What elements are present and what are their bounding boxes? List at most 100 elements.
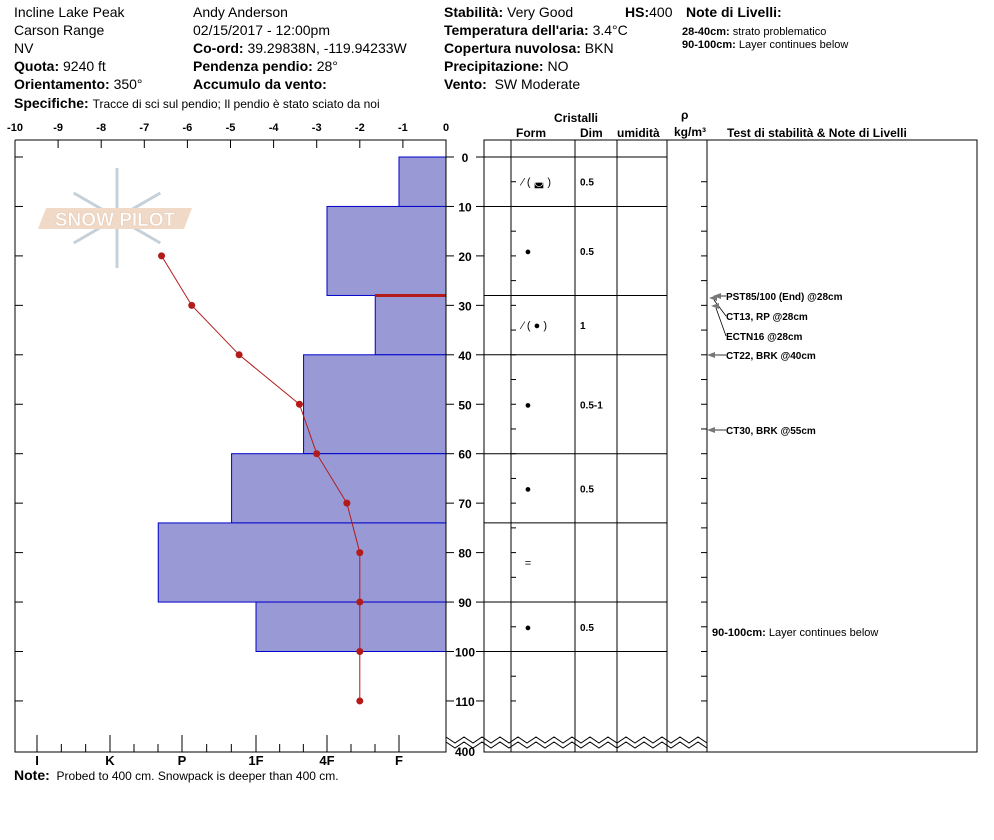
hardness-bar — [398, 156, 447, 207]
datetime: 02/15/2017 - 12:00pm — [193, 22, 330, 38]
stability-test: CT30, BRK @55cm — [726, 426, 816, 437]
airtemp-value: 3.4°C — [592, 22, 628, 38]
crystal-size: 0.5 — [580, 178, 594, 189]
coord-label: Co-ord: — [193, 40, 244, 56]
temp-tick-label: -10 — [7, 122, 23, 134]
arrow-icon — [709, 295, 717, 301]
temperature-point — [356, 697, 364, 705]
footer-note-text: Probed to 400 cm. Snowpack is deeper tha… — [56, 769, 339, 783]
precip-value: NO — [547, 58, 569, 74]
hardness-tick-label: I — [35, 753, 39, 768]
melt-freeze-crust-icon: = — [525, 557, 531, 569]
rounds-icon: ● — [525, 399, 532, 411]
temperature-line — [161, 255, 361, 701]
depth-bottom-label: 400 — [455, 745, 475, 759]
footer-note: Note: Probed to 400 cm. Snowpack is deep… — [14, 767, 339, 785]
coord: Co-ord: 39.29838N, -119.94233W — [193, 40, 407, 57]
temperature-point — [188, 301, 196, 309]
test-arrow-line — [715, 307, 727, 337]
windload-label: Accumulo da vento: — [193, 76, 327, 92]
depth-break-zigzag — [445, 741, 708, 749]
depth-tick-label: 80 — [458, 547, 472, 561]
temp-tick-label: -6 — [183, 122, 193, 134]
depth-tick-label: 20 — [458, 250, 472, 264]
depth-tick-label: 110 — [455, 695, 475, 709]
wind-label: Vento: — [444, 76, 487, 92]
temperature-point — [235, 351, 243, 359]
elevation-value: 9240 ft — [63, 58, 106, 74]
arrow-icon — [707, 427, 715, 433]
precip-label: Precipitazione: — [444, 58, 544, 74]
temperature-point — [356, 549, 364, 557]
hardness-bar — [326, 205, 447, 296]
temperature-point — [343, 499, 351, 507]
temp-tick-label: -2 — [355, 122, 365, 134]
table-note-range: 90-100cm: — [712, 627, 766, 639]
test-arrow-line — [713, 299, 727, 317]
layer-note: 28-40cm: strato problematico — [682, 24, 826, 41]
stability-test: CT22, BRK @40cm — [726, 351, 816, 362]
aspect-label: Orientamento: — [14, 76, 110, 92]
airtemp-label: Temperatura dell'aria: — [444, 22, 589, 38]
temp-tick-label: 0 — [443, 122, 449, 134]
stability-test: ECTN16 @28cm — [726, 332, 803, 343]
rounds-icon: ● — [525, 622, 532, 634]
crystal-size: 0.5-1 — [580, 400, 603, 411]
crystal-size: 0.5 — [580, 247, 594, 258]
layer-notes-label: Note di Livelli: — [686, 4, 782, 20]
depth-tick-label: 50 — [458, 398, 472, 412]
rho-header: ρ — [681, 108, 689, 122]
density-header: kg/m³ — [674, 125, 707, 139]
layer-note-text: Layer continues below — [738, 39, 849, 51]
footer-note-label: Note: — [14, 767, 50, 783]
specifics-value: Tracce di sci sul pendio; Il pendio è st… — [92, 97, 380, 111]
precip: Precipitazione: NO — [444, 58, 568, 75]
hs-label: HS: — [625, 4, 650, 20]
sky-label: Copertura nuvolosa: — [444, 40, 581, 56]
slope-label: Pendenza pendio: — [193, 58, 313, 74]
hardness-bar — [231, 453, 447, 524]
table-note-text: Layer continues below — [766, 627, 879, 639]
crystal-size: 1 — [580, 321, 586, 332]
slope: Pendenza pendio: 28° — [193, 58, 338, 75]
layer-note-text: strato problematico — [732, 26, 827, 38]
aspect: Orientamento: 350° — [14, 76, 143, 93]
observer: Andy Anderson — [193, 4, 288, 20]
depth-tick-label: 100 — [455, 646, 475, 660]
rounds-icon: ● — [525, 483, 532, 495]
stability-value: Very Good — [507, 4, 574, 20]
location: Incline Lake Peak — [14, 4, 125, 20]
form-header: Form — [516, 126, 546, 140]
layer-note-range: 90-100cm: — [682, 39, 736, 51]
coord-value: 39.29838N, -119.94233W — [247, 40, 407, 56]
hs: HS:400 — [625, 4, 672, 21]
aspect-value: 350° — [113, 76, 143, 92]
temp-tick-label: -9 — [53, 122, 63, 134]
depth-break-zigzag — [445, 736, 708, 744]
temp-tick-label: -3 — [312, 122, 322, 134]
rounds-icon: ● — [525, 246, 532, 258]
elevation: Quota: 9240 ft — [14, 58, 106, 75]
crystal-size: 0.5 — [580, 484, 594, 495]
temperature-point — [356, 648, 364, 655]
left-chart-frame — [14, 139, 447, 753]
logo-banner — [38, 208, 192, 229]
hardness-tick-label: P — [178, 753, 187, 768]
airtemp: Temperatura dell'aria: 3.4°C — [444, 22, 628, 39]
moisture-header: umidità — [617, 126, 660, 140]
stability: Stabilità: Very Good — [444, 4, 573, 21]
depth-tick-label: 70 — [458, 497, 472, 511]
specifics: Specifiche: Tracce di sci sul pendio; Il… — [14, 95, 380, 113]
wind: Vento: SW Moderate — [444, 76, 580, 93]
temperature-point — [313, 450, 321, 458]
layer-note: 90-100cm: Layer continues below — [682, 37, 848, 54]
temp-tick-label: -7 — [139, 122, 149, 134]
hardness-bar — [374, 294, 447, 356]
arrow-icon — [711, 303, 719, 309]
table-layer-note: 90-100cm: Layer continues below — [712, 627, 878, 639]
hardness-tick-label: 4F — [319, 753, 334, 768]
crystal-size: 0.5 — [580, 623, 594, 634]
hardness-bar — [303, 354, 447, 455]
